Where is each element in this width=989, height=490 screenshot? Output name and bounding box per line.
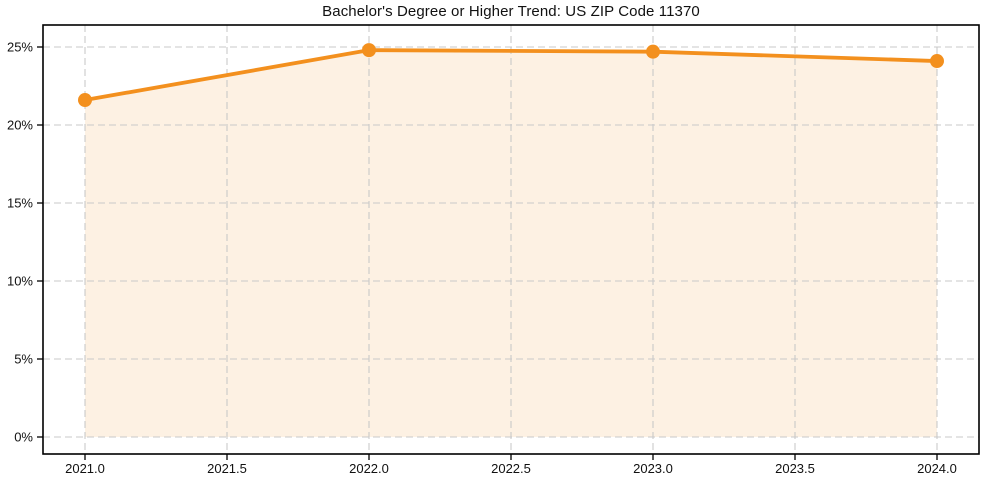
x-tick-label: 2022.5 bbox=[491, 461, 531, 476]
tick-marks bbox=[37, 46, 938, 460]
x-tick-label: 2023.0 bbox=[633, 461, 673, 476]
tick-labels: 2021.0 2021.5 2022.0 2022.5 2023.0 2023.5 2024… bbox=[7, 40, 957, 477]
x-tick-label: 2023.5 bbox=[775, 461, 815, 476]
y-tick-label: 0% bbox=[14, 430, 33, 445]
grid-lines bbox=[43, 25, 979, 454]
y-tick-label: 5% bbox=[14, 352, 33, 367]
data-point-marker bbox=[362, 43, 376, 58]
y-tick-label: 10% bbox=[7, 274, 33, 289]
x-tick-label: 2022.0 bbox=[349, 461, 389, 476]
y-tick-label: 15% bbox=[7, 196, 33, 211]
data-point-marker bbox=[646, 44, 660, 59]
y-tick-label: 25% bbox=[7, 40, 33, 55]
x-tick-label: 2024.0 bbox=[917, 461, 957, 476]
x-tick-label: 2021.5 bbox=[207, 461, 247, 476]
area-fill bbox=[85, 50, 937, 438]
x-tick-label: 2021.0 bbox=[65, 461, 105, 476]
chart-title: Bachelor's Degree or Higher Trend: US ZI… bbox=[322, 3, 700, 20]
data-point-marker bbox=[78, 93, 92, 108]
data-point-marker bbox=[930, 54, 944, 69]
data-markers bbox=[78, 43, 944, 108]
trend-line bbox=[83, 48, 939, 102]
y-tick-label: 20% bbox=[7, 118, 33, 133]
